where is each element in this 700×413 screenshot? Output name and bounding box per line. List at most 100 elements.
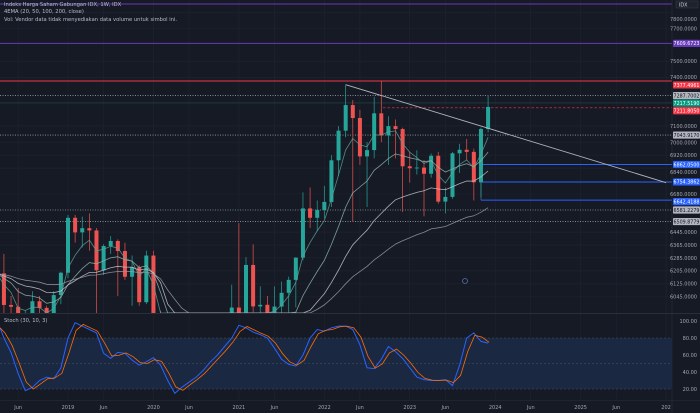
candle-body [329,160,334,202]
stoch-pane [0,322,490,395]
price-tick-label: 6365.0000 [670,243,697,249]
candle-body [1,273,6,305]
candle-body [450,153,455,197]
event-marker-icon [462,278,468,284]
time-tick-label: Jun [526,405,535,411]
candle-body [144,255,149,303]
stoch-title[interactable]: Stoch (30, 10, 3) [4,318,48,324]
price-tick-label: 6840.0000 [670,170,697,176]
candle-body [137,267,142,303]
price-tick-label: 7500.0000 [670,59,697,65]
time-tick-label: 2021 [233,405,246,411]
time-tick-label: 202 [661,405,671,411]
price-tick-label: 6285.0000 [670,256,697,262]
candle-body [37,301,42,308]
price-tick-label: 6920.0000 [670,153,697,159]
candle-body [422,167,426,174]
stoch-tick-label: 80.00 [683,336,697,342]
chart-legend: Indeks Harga Saham Gabungan IDX, 1W, IDX… [4,2,177,24]
candle-body [336,130,341,161]
price-level-label: 6581.2279 [674,208,700,214]
stoch-tick-label: 20.00 [683,387,697,393]
candle-body [308,208,313,218]
trendline [345,84,667,184]
candle-body [379,113,384,136]
time-tick-label: 2019 [62,405,75,411]
candle-body [279,292,284,307]
price-tick-label: 7800.0000 [670,17,697,23]
price-tick-label: 7400.0000 [670,75,697,81]
price-label-box [673,206,700,214]
candle-body [80,228,85,233]
price-tick-label: 6205.0000 [670,269,697,275]
candle-body [393,126,398,130]
price-level-label: 6509.8779 [674,219,700,225]
symbol-label-box [675,0,699,9]
price-level-label: 6754.3862 [674,180,700,186]
stoch-k-line [0,322,489,395]
candle-body [486,106,491,130]
time-tick-label: 2022 [318,405,331,411]
price-level-label: 7287.7002 [674,93,700,99]
stoch-tick-label: 60.00 [683,353,697,359]
candle-body [66,217,70,273]
candle-body [407,166,412,169]
candle-body [51,295,56,313]
candle-body [236,307,241,313]
candle-body [414,167,419,169]
price-level-label: 7377.4961 [674,83,700,89]
candle-body [87,228,92,231]
price-tick-label: 6045.0000 [670,295,697,301]
price-tick-label: 6445.0000 [670,230,697,236]
candle-body [365,150,370,157]
candle-body [436,155,441,202]
price-level-label: 6862.0500 [674,162,700,168]
price-level-label: 7609.6723 [674,41,700,47]
ema-indicator-label[interactable]: 4EMA (20, 50, 100, 200, close) [4,9,84,16]
candle-body [265,304,270,313]
time-tick-label: Jun [355,405,364,411]
time-tick-label: Jun [270,405,279,411]
candle-body [101,245,106,271]
candle-body [293,257,298,280]
symbol-label: IDX [679,2,688,8]
candle-body [272,306,277,313]
time-tick-label: Jun [13,405,22,411]
price-tick-label: 6680.0000 [670,192,697,198]
stoch-tick-label: 40.00 [683,370,697,376]
time-tick-label: Jun [184,405,193,411]
candle-body [457,149,462,154]
candle-body [258,304,263,307]
candle-body [400,129,405,167]
symbol-title: Indeks Harga Saham Gabungan IDX, 1W, IDX [4,2,122,8]
candle-body [244,264,248,313]
candle-body [16,306,21,313]
candle-body [108,240,113,246]
candle-body [429,155,434,174]
price-level-label: 7217.5190 [674,101,700,107]
price-label-box [673,217,700,226]
candle-body [357,118,362,157]
candle-body [286,279,291,293]
candle-body [73,217,78,233]
price-label-box [673,107,700,115]
price-label-box [673,197,700,206]
time-tick-label: Jun [611,405,620,411]
price-label-box [673,131,700,139]
candle-body [386,126,391,136]
price-label-box [673,160,700,169]
price-level-label: 7211.8050 [674,109,700,115]
candle-body [251,264,256,307]
candle-body [122,251,127,277]
price-label-box [673,178,700,186]
price-tick-label: 7100.0000 [670,124,697,130]
time-tick-label: Jun [99,405,108,411]
candle-body [464,149,469,152]
price-label-box [673,91,700,100]
price-tick-label: 6125.0000 [670,282,697,288]
candle-body [9,304,14,307]
price-label-box [673,81,700,89]
candle-body [315,210,320,218]
